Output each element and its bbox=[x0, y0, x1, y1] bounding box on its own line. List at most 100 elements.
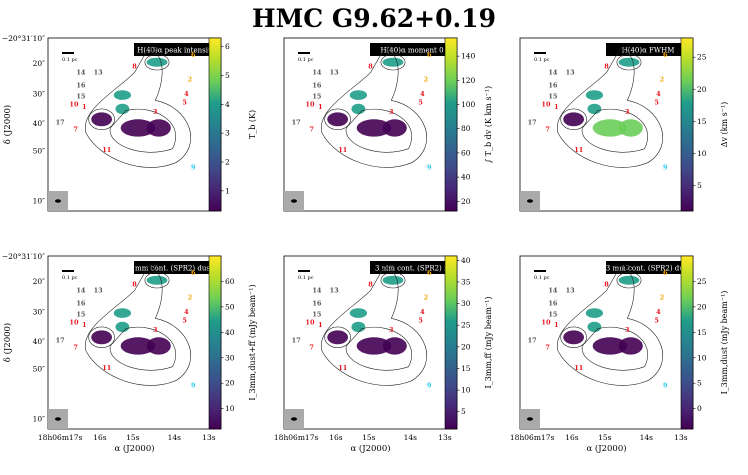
source-label-13: 13 bbox=[566, 286, 576, 294]
colorbar-tick-label: 5 bbox=[697, 181, 702, 190]
source-label-3: 3 bbox=[625, 108, 630, 116]
y-tick-label: 30″ bbox=[33, 307, 46, 316]
emission-blob bbox=[618, 337, 643, 355]
source-label-11: 11 bbox=[574, 146, 583, 154]
contour-west bbox=[560, 326, 587, 348]
colorbar-tick-label: 3 bbox=[225, 129, 230, 138]
source-label-6: 6 bbox=[191, 269, 196, 277]
colorbar bbox=[444, 255, 458, 430]
emission-blob bbox=[113, 308, 132, 318]
source-label-7: 7 bbox=[545, 343, 550, 351]
contour-outer bbox=[556, 48, 664, 168]
colorbar-tick-label: 25 bbox=[697, 277, 707, 286]
source-label-15: 15 bbox=[548, 311, 558, 319]
x-tick-label: 14s bbox=[404, 433, 418, 442]
source-label-15: 15 bbox=[312, 311, 322, 319]
emission-blob bbox=[618, 275, 640, 285]
colorbar-tick-label: 20 bbox=[225, 379, 235, 388]
source-label-7: 7 bbox=[73, 125, 78, 133]
source-label-9: 9 bbox=[191, 163, 196, 171]
source-label-2: 2 bbox=[424, 293, 429, 301]
source-label-7: 7 bbox=[545, 125, 550, 133]
emission-blob bbox=[146, 119, 171, 137]
source-label-7: 7 bbox=[309, 343, 314, 351]
colorbar-tick-label: 5 bbox=[461, 407, 466, 416]
source-label-3: 3 bbox=[153, 108, 158, 116]
source-label-1: 1 bbox=[82, 103, 87, 111]
scalebar-label: 0.1 pc bbox=[534, 275, 550, 281]
source-label-4: 4 bbox=[420, 90, 425, 98]
colorbar-tick-label: 40 bbox=[461, 173, 471, 182]
contour-inner bbox=[109, 108, 176, 153]
source-label-8: 8 bbox=[132, 62, 137, 70]
panel-label: H(40)α peak intensity bbox=[134, 43, 218, 56]
beam-ellipse bbox=[55, 199, 61, 203]
source-label-11: 11 bbox=[338, 146, 347, 154]
contour-west bbox=[560, 108, 587, 130]
x-tick-label: 18h06m17s bbox=[510, 433, 555, 442]
contour-inner bbox=[345, 108, 412, 153]
source-label-5: 5 bbox=[182, 99, 187, 107]
emission-blob bbox=[351, 103, 366, 115]
source-label-5: 5 bbox=[418, 317, 423, 325]
source-label-1: 1 bbox=[82, 321, 87, 329]
source-label-11: 11 bbox=[574, 364, 583, 372]
source-label-12: 12 bbox=[621, 264, 630, 272]
contour-outer bbox=[84, 266, 192, 386]
emission-blob bbox=[382, 119, 407, 137]
contour-north bbox=[144, 272, 170, 289]
emission-blob bbox=[91, 330, 113, 345]
y-tick-label: 40″ bbox=[33, 119, 46, 128]
source-label-11: 11 bbox=[102, 364, 111, 372]
source-label-5: 5 bbox=[418, 99, 423, 107]
emission-blob bbox=[120, 337, 156, 355]
source-label-17: 17 bbox=[528, 337, 537, 345]
emission-blob bbox=[327, 112, 349, 127]
emission-blob bbox=[587, 321, 602, 333]
x-tick-label: 18h06m17s bbox=[274, 433, 319, 442]
source-label-1: 1 bbox=[318, 103, 323, 111]
source-label-2: 2 bbox=[660, 293, 665, 301]
x-tick-label: 18h06m17s bbox=[38, 433, 83, 442]
source-label-17: 17 bbox=[292, 119, 301, 127]
colorbar-tick-label: 80 bbox=[461, 124, 471, 133]
source-label-5: 5 bbox=[182, 317, 187, 325]
source-label-6: 6 bbox=[191, 51, 196, 59]
panel-frame bbox=[519, 37, 694, 212]
source-label-6: 6 bbox=[663, 51, 668, 59]
source-label-10: 10 bbox=[541, 100, 551, 108]
emission-blob bbox=[585, 90, 604, 100]
contour-west bbox=[88, 108, 115, 130]
contour-west bbox=[88, 326, 115, 348]
figure-title: HMC G9.62+0.19 bbox=[252, 4, 496, 33]
source-label-1: 1 bbox=[554, 321, 559, 329]
emission-blob bbox=[115, 103, 130, 115]
source-label-17: 17 bbox=[292, 337, 301, 345]
panel-label-box bbox=[606, 261, 690, 274]
colorbar bbox=[680, 255, 694, 430]
source-label-4: 4 bbox=[184, 308, 189, 316]
beam-ellipse bbox=[291, 199, 297, 203]
source-label-2: 2 bbox=[188, 75, 193, 83]
emission-blob bbox=[146, 337, 171, 355]
x-tick-label: 16s bbox=[329, 433, 343, 442]
source-label-5: 5 bbox=[654, 99, 659, 107]
colorbar bbox=[208, 37, 222, 212]
source-label-17: 17 bbox=[528, 119, 537, 127]
source-label-6: 6 bbox=[427, 269, 432, 277]
x-axis-label: α (J2000) bbox=[114, 443, 154, 454]
colorbar-tick-label: 30 bbox=[225, 353, 235, 362]
emission-blob bbox=[382, 275, 404, 285]
emission-blob bbox=[382, 337, 407, 355]
source-label-12: 12 bbox=[149, 46, 158, 54]
colorbar-tick-label: 15 bbox=[697, 328, 707, 337]
beam-ellipse bbox=[527, 417, 533, 421]
colorbar-tick-label: 100 bbox=[461, 100, 476, 109]
source-label-3: 3 bbox=[389, 326, 394, 334]
panel-label-box bbox=[370, 261, 454, 274]
contours bbox=[84, 48, 192, 168]
source-label-10: 10 bbox=[69, 100, 79, 108]
panel-label: 3 mm cont. (SPR2) dust bbox=[606, 261, 690, 274]
